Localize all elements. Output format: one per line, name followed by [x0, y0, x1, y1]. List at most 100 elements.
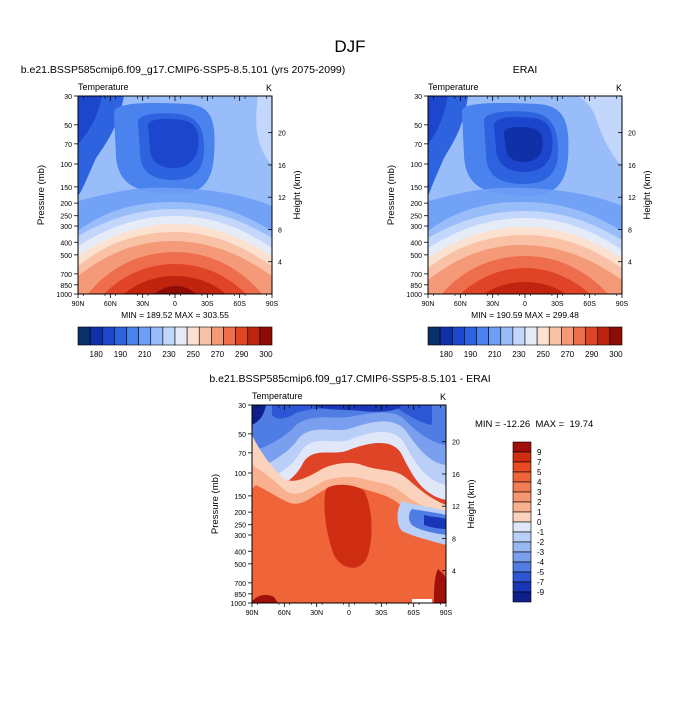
height-axis-title: Height (km)	[292, 170, 303, 219]
colorbar-label: 210	[138, 350, 152, 359]
x-tick-label: 30S	[201, 301, 214, 308]
variable-label: Temperature	[252, 391, 303, 401]
colorbar-swatch	[512, 481, 532, 493]
colorbar-swatch	[512, 491, 532, 503]
obs-field-layers	[428, 96, 622, 294]
y-tick-label: 50	[238, 432, 246, 439]
colorbar-swatch	[573, 326, 586, 346]
colorbar-swatch	[476, 326, 489, 346]
colorbar-swatch	[439, 326, 453, 346]
colorbar-label: -5	[537, 568, 545, 577]
colorbar-label: 230	[512, 350, 526, 359]
y-tick-label: 250	[410, 214, 422, 221]
y-tick-label: 300	[60, 224, 72, 231]
y-tick-label: 300	[234, 533, 246, 540]
x-tick-label: 30N	[136, 301, 149, 308]
y-tick-label: 1000	[406, 292, 422, 299]
y-tick-label: 100	[234, 471, 246, 478]
x-tick-label: 60N	[278, 610, 291, 617]
x-tick-label: 60S	[407, 610, 420, 617]
colorbar-label: 210	[488, 350, 502, 359]
y-tick-label: 200	[234, 510, 246, 517]
x-tick-label: 30S	[375, 610, 388, 617]
colorbar-obs: 180 190 210 230 250 270 290 300	[427, 326, 623, 359]
x-tick-label: 0	[173, 301, 177, 308]
x-tick-label: 0	[523, 301, 527, 308]
colorbar-label: 0	[537, 518, 542, 527]
x-tick-label: 30N	[310, 610, 323, 617]
colorbar-label: -9	[537, 588, 545, 597]
colorbar-label: 230	[162, 350, 176, 359]
y-tick-label: 200	[60, 201, 72, 208]
colorbar-label: -1	[537, 528, 545, 537]
panel-model-title: b.e21.BSSP585cmip6.f09_g17.CMIP6-SSP5-8.…	[21, 64, 346, 76]
y-tick-label: 500	[60, 253, 72, 260]
x-tick-label: 90S	[440, 610, 453, 617]
height-tick-label: 8	[278, 227, 282, 234]
height-axis-title: Height (km)	[466, 479, 477, 528]
panel-model-field	[78, 96, 272, 294]
height-tick-label: 8	[628, 227, 632, 234]
colorbar-swatch	[451, 326, 465, 346]
y-tick-label: 200	[410, 201, 422, 208]
x-tick-label: 0	[347, 610, 351, 617]
height-tick-label: 4	[452, 569, 456, 576]
colorbar-label: 9	[537, 448, 542, 457]
colorbar-label: 1	[537, 508, 542, 517]
y-tick-label: 700	[410, 272, 422, 279]
colorbar-label: 4	[537, 478, 542, 487]
y-tick-label: 30	[64, 94, 72, 101]
colorbar-swatch	[585, 326, 599, 346]
height-tick-label: 20	[628, 131, 636, 138]
colorbar-swatch	[114, 326, 127, 346]
x-tick-label: 90N	[422, 301, 435, 308]
colorbar-label: 180	[90, 350, 104, 359]
colorbar-swatch	[186, 326, 200, 346]
colorbar-label: 290	[235, 350, 249, 359]
colorbar-swatch	[488, 326, 502, 346]
colorbar-swatch	[162, 326, 176, 346]
x-tick-label: 60S	[233, 301, 246, 308]
y-tick-label: 250	[60, 214, 72, 221]
panel-diff-title: b.e21.BSSP585cmip6.f09_g17.CMIP6-SSP5-8.…	[209, 373, 490, 385]
x-tick-label: 90S	[616, 301, 629, 308]
colorbar-label: 2	[537, 498, 542, 507]
colorbar-swatch	[512, 551, 532, 563]
colorbar-swatch	[198, 326, 212, 346]
y-axis-title: Pressure (mb)	[36, 165, 47, 225]
colorbar-label: 5	[537, 468, 542, 477]
y-tick-label: 70	[64, 142, 72, 149]
y-tick-label: 30	[414, 94, 422, 101]
x-tick-label: 30S	[551, 301, 564, 308]
y-axis-title: Pressure (mb)	[386, 165, 397, 225]
height-tick-label: 12	[278, 195, 286, 202]
model-field-layers	[78, 96, 272, 294]
panel-obs-field	[428, 96, 622, 294]
colorbar-swatch	[512, 451, 532, 463]
y-tick-label: 100	[410, 162, 422, 169]
min-max-stats: MIN = 189.52 MAX = 303.55	[121, 310, 229, 320]
y-tick-label: 500	[410, 253, 422, 260]
height-tick-label: 4	[278, 260, 282, 267]
y-tick-label: 100	[60, 162, 72, 169]
colorbar-swatch	[512, 531, 532, 543]
colorbar-swatch	[512, 541, 532, 553]
colorbar-label: 3	[537, 488, 542, 497]
colorbar-swatch	[223, 326, 236, 346]
colorbar-swatch	[150, 326, 164, 346]
colorbar-swatch	[101, 326, 115, 346]
colorbar-swatch	[138, 326, 152, 346]
colorbar-swatch	[512, 591, 532, 603]
panel-model: b.e21.BSSP585cmip6.f09_g17.CMIP6-SSP5-8.…	[21, 64, 346, 320]
colorbar-label: 190	[114, 350, 128, 359]
x-tick-label: 90N	[246, 610, 259, 617]
colorbar-label: 290	[585, 350, 599, 359]
variable-label: Temperature	[78, 82, 129, 92]
colorbar-label: 180	[440, 350, 454, 359]
height-tick-label: 4	[628, 260, 632, 267]
colorbar-model: 180 190 210 230 250 270 290 300	[77, 326, 273, 359]
x-tick-label: 60N	[454, 301, 467, 308]
y-tick-label: 150	[410, 185, 422, 192]
